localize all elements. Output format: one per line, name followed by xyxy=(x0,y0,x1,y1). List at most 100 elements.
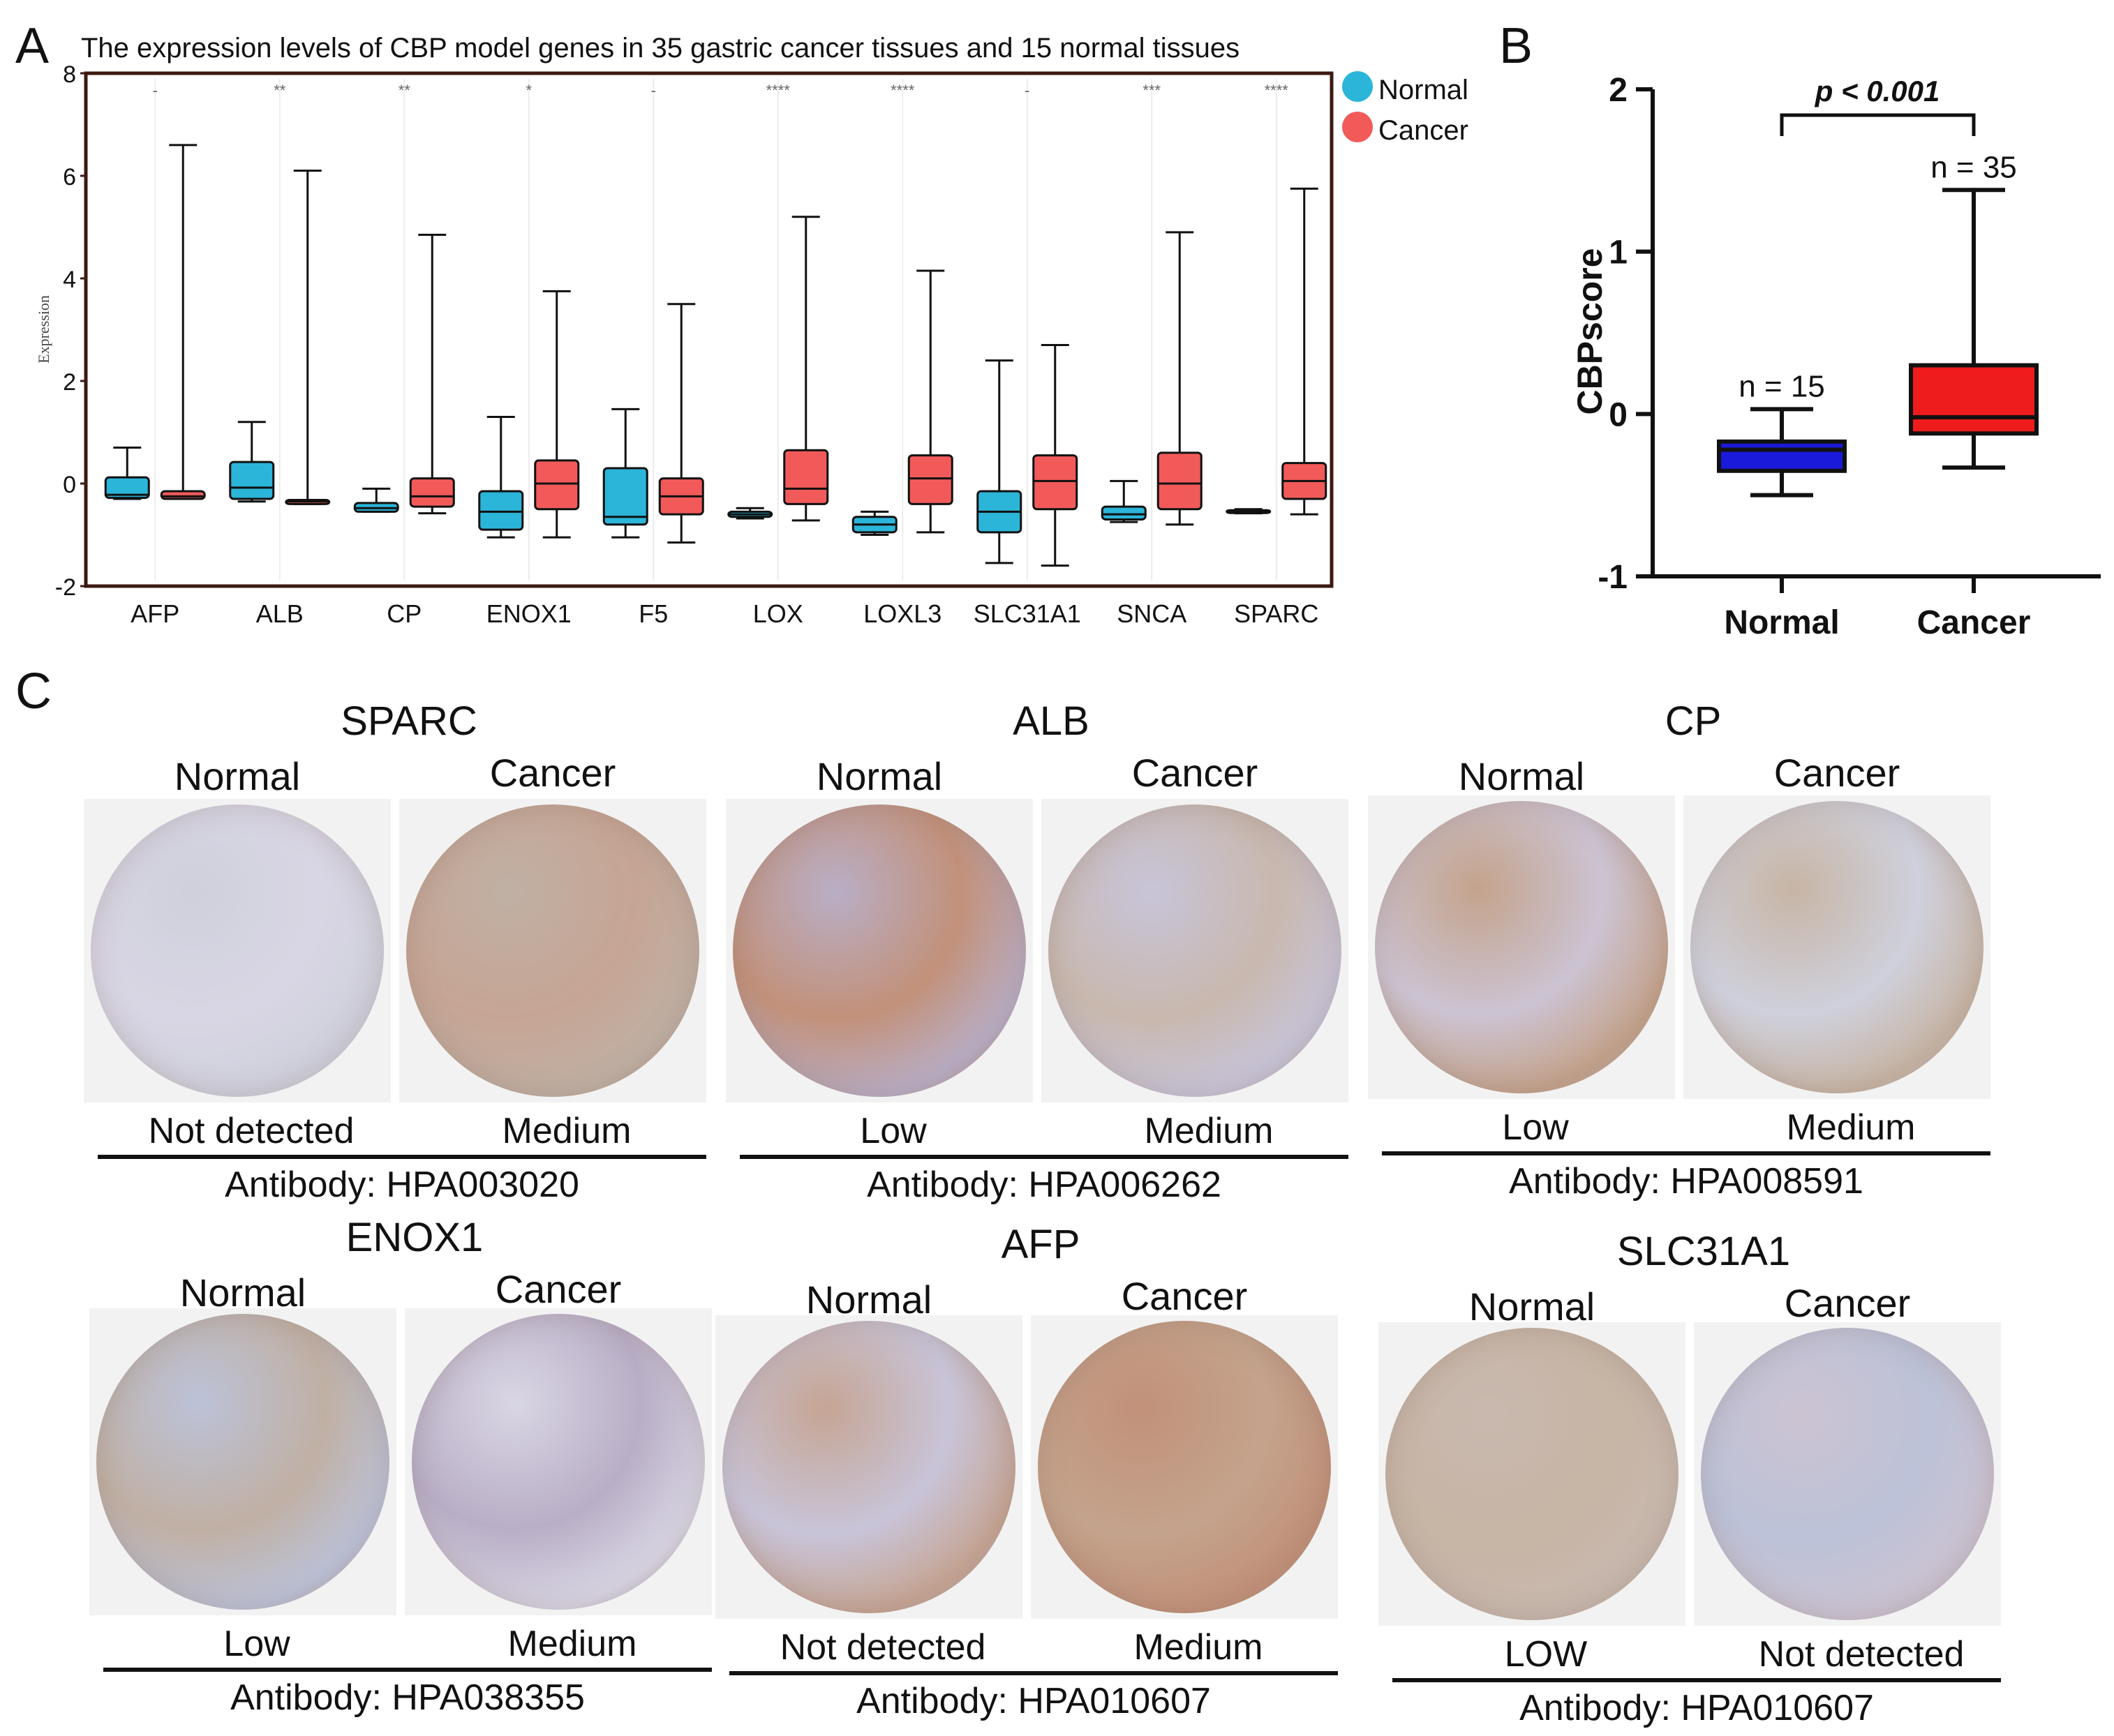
x-tick-label: CP xyxy=(387,599,422,628)
box-normal xyxy=(1226,508,1272,515)
tissue-core xyxy=(91,805,384,1097)
panel-label-a: A xyxy=(15,18,50,74)
y-tick-label: 0 xyxy=(63,472,76,498)
ihc-cancer-level: Medium xyxy=(1133,1627,1263,1668)
tissue-core xyxy=(1385,1328,1678,1620)
tissue-core xyxy=(1048,805,1341,1097)
ihc-normal-header: Normal xyxy=(816,754,943,798)
ihc-normal-image xyxy=(1368,795,1675,1099)
x-tick-label: LOX xyxy=(753,599,803,628)
y-tick-label: 6 xyxy=(63,164,76,190)
box-cancer xyxy=(1281,187,1327,516)
ihc-cancer-header: Cancer xyxy=(1131,751,1258,795)
legend-cancer-label: Cancer xyxy=(1378,115,1468,146)
x-tick-label: SLC31A1 xyxy=(974,599,1081,628)
panel-label-b: B xyxy=(1499,18,1533,74)
box-cancer xyxy=(1032,344,1078,567)
box-cancer xyxy=(1156,231,1203,526)
chart-a-x-axis: AFP ALB CP ENOX1 F5 LOX LOXL3 SLC31A1 SNCA SPARC xyxy=(131,599,1318,628)
box-iqr xyxy=(478,490,524,531)
ihc-normal-image xyxy=(89,1308,396,1615)
y-tick-label: -2 xyxy=(55,574,76,601)
significance-label: **** xyxy=(1265,82,1289,99)
box-normal xyxy=(478,415,524,539)
x-tick-label: SNCA xyxy=(1117,599,1186,628)
box-cancer xyxy=(783,216,829,522)
ihc-divider xyxy=(1392,1678,2001,1682)
box-cancer xyxy=(907,269,953,534)
ihc-gene-title: AFP xyxy=(1001,1222,1080,1267)
ihc-normal-header: Normal xyxy=(1468,1285,1595,1329)
tissue-core xyxy=(1701,1328,1994,1620)
box-iqr xyxy=(534,459,580,511)
chart-a-ylabel: Expression xyxy=(35,295,52,364)
ihc-divider xyxy=(740,1155,1348,1159)
significance-label: ** xyxy=(399,82,411,99)
box-iqr xyxy=(104,476,150,500)
chart-a-plot-frame xyxy=(84,71,1334,588)
x-tick-label: F5 xyxy=(639,599,668,628)
ihc-antibody: Antibody: HPA003020 xyxy=(225,1165,579,1205)
ihc-cancer-level: Medium xyxy=(507,1624,637,1664)
significance-label: *** xyxy=(1142,82,1161,99)
x-tick-label: AFP xyxy=(131,599,179,628)
ihc-normal-image xyxy=(726,799,1033,1102)
box-iqr xyxy=(160,490,206,500)
chart-a-boxplot: The expression levels of CBP model genes… xyxy=(35,33,1468,628)
ihc-cancer-image xyxy=(399,799,706,1102)
tissue-core xyxy=(733,805,1026,1097)
ihc-cancer-header: Cancer xyxy=(495,1267,622,1311)
box-normal xyxy=(976,359,1022,564)
chart-a-legend: Normal Cancer xyxy=(1342,71,1468,146)
ihc-normal-image xyxy=(1378,1322,1685,1626)
significance-label: ** xyxy=(274,82,286,99)
legend-cancer-marker xyxy=(1342,112,1373,142)
box-cancer xyxy=(160,144,206,500)
chart-a-boxes xyxy=(104,144,1327,567)
tissue-core xyxy=(1690,801,1983,1093)
ihc-normal-header: Normal xyxy=(805,1278,932,1322)
box-cancer xyxy=(534,290,580,539)
legend-normal-label: Normal xyxy=(1378,75,1468,105)
y-tick-label: 4 xyxy=(63,267,76,293)
box-normal xyxy=(1101,479,1147,523)
ihc-gene-title: ALB xyxy=(1013,698,1089,744)
ihc-normal-level: Low xyxy=(860,1111,927,1151)
ihc-divider xyxy=(729,1671,1338,1675)
ihc-cancer-image xyxy=(1031,1315,1338,1619)
x-tick-label: ALB xyxy=(256,599,304,628)
box-cancer xyxy=(658,303,704,544)
box-iqr xyxy=(229,461,275,500)
box-normal xyxy=(727,507,773,520)
box-normal xyxy=(104,447,150,500)
box-normal xyxy=(851,510,898,536)
tissue-core xyxy=(412,1314,705,1610)
ihc-normal-header: Normal xyxy=(1458,754,1585,798)
tissue-core xyxy=(406,805,699,1097)
legend-normal-marker xyxy=(1342,71,1373,102)
ihc-divider xyxy=(103,1668,712,1672)
ihc-cancer-level: Medium xyxy=(1786,1107,1916,1148)
significance-label: - xyxy=(1025,82,1029,99)
chart-a-y-axis: -2 0 2 4 6 8 xyxy=(55,61,86,601)
chart-a-significance: - ** ** * - **** **** - *** **** xyxy=(153,82,1289,99)
box-cancer xyxy=(285,170,331,505)
ihc-cancer-level: Medium xyxy=(502,1111,632,1151)
chart-a-title: The expression levels of CBP model genes… xyxy=(81,33,1240,63)
ihc-normal-header: Normal xyxy=(179,1271,306,1315)
ihc-divider xyxy=(1382,1151,1990,1155)
ihc-normal-image xyxy=(715,1315,1022,1619)
ihc-cancer-image xyxy=(1041,799,1348,1102)
significance-label: - xyxy=(153,82,158,99)
ihc-normal-header: Normal xyxy=(174,754,301,798)
tissue-core xyxy=(96,1314,389,1610)
box-iqr xyxy=(409,477,455,508)
ihc-cancer-header: Cancer xyxy=(489,751,616,795)
tissue-core xyxy=(722,1321,1015,1613)
ihc-divider xyxy=(98,1155,706,1159)
significance-label: **** xyxy=(766,82,791,99)
box-iqr xyxy=(1156,451,1203,511)
box-normal xyxy=(229,421,275,503)
ihc-gene-title: SLC31A1 xyxy=(1616,1229,1791,1274)
ihc-cancer-image xyxy=(1694,1322,2001,1626)
